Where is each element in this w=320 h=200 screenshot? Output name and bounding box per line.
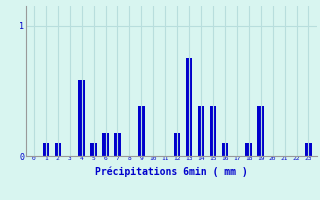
Bar	[138, 106, 145, 156]
Bar	[245, 143, 252, 156]
Bar	[222, 143, 228, 156]
Bar	[305, 143, 312, 156]
Bar	[257, 106, 264, 156]
Bar	[174, 133, 180, 156]
Bar	[186, 58, 192, 156]
Bar	[198, 106, 204, 156]
Bar	[54, 143, 61, 156]
Bar	[90, 143, 97, 156]
X-axis label: Précipitations 6min ( mm ): Précipitations 6min ( mm )	[95, 167, 248, 177]
Bar	[210, 106, 216, 156]
Bar	[43, 143, 49, 156]
Bar	[114, 133, 121, 156]
Bar	[78, 80, 85, 156]
Bar	[102, 133, 109, 156]
